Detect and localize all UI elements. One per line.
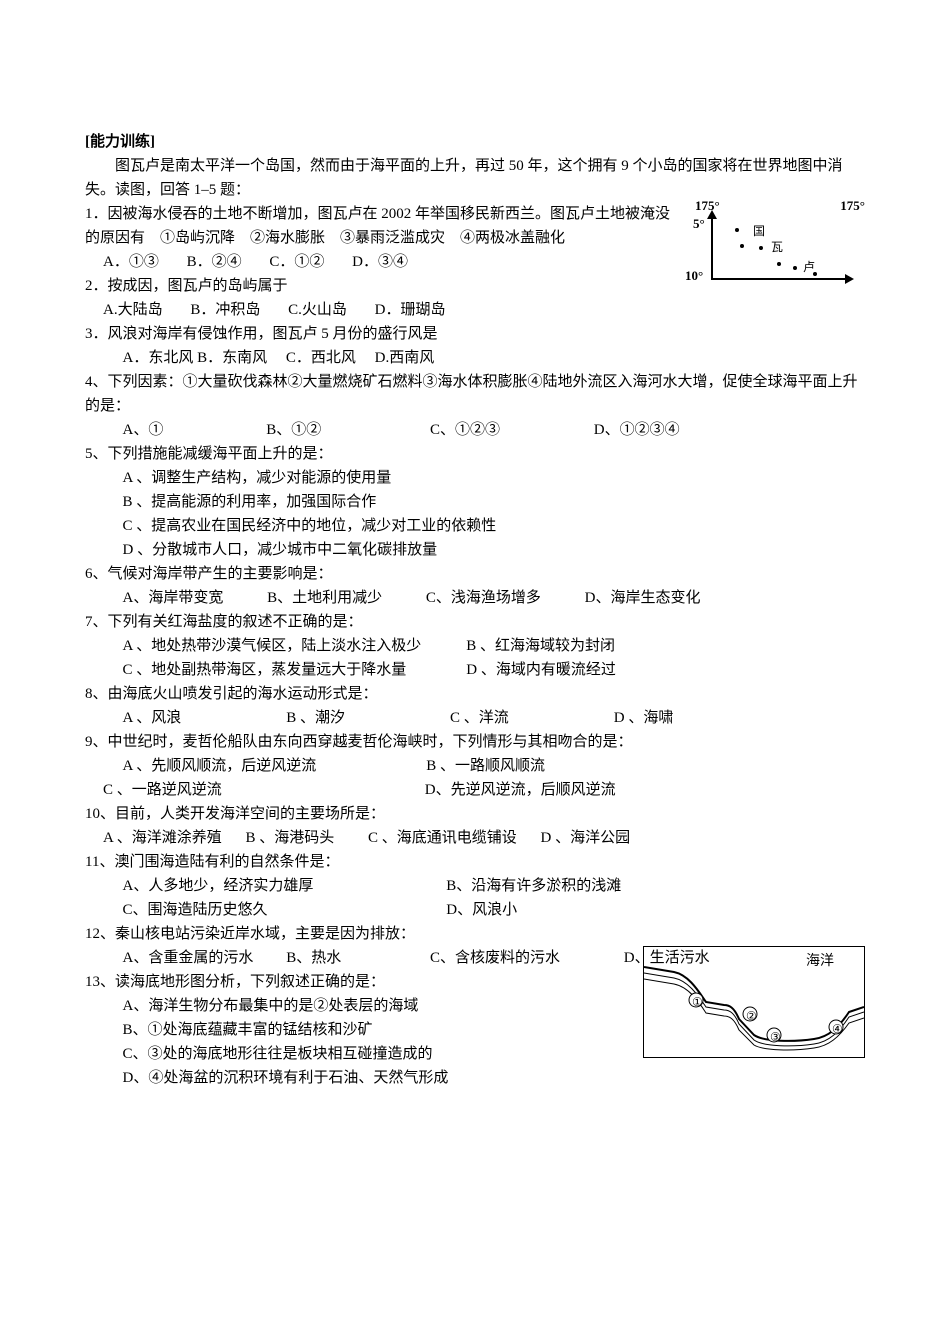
q6-opt-a: A、海岸带变宽 [123,586,224,610]
q5-opt-a: A 、调整生产结构，减少对能源的使用量 [85,466,865,490]
q8-stem: 8、由海底火山喷发引起的海水运动形式是： [85,682,865,706]
q3-opt-a: A．东北风 [123,350,194,366]
seabed-profile: 海洋 ① ② ③ ④ [643,946,865,1058]
seabed-n1: ① [692,993,703,1012]
q10-opt-b: B 、海港码头 [246,826,335,850]
map-axis-5: 5° [693,214,705,235]
q8-opt-a: A 、风浪 [123,706,283,730]
q2-options: A.大陆岛 B．冲积岛 C.火山岛 D．珊瑚岛 [85,298,865,322]
q3-opt-d: D.西南风 [375,350,435,366]
q9-opt-b: B 、一路顺风顺流 [426,758,545,774]
q8-options: A 、风浪 B 、潮汐 C 、洋流 D 、海啸 [85,706,865,730]
q10-options: A 、海洋滩涂养殖 B 、海港码头 C 、海底通讯电缆铺设 D 、海洋公园 [85,826,865,850]
q11-row1: A、人多地少，经济实力雄厚 B、沿海有许多淤积的浅滩 [85,874,865,898]
q11-row2: C、围海造陆历史悠久 D、风浪小 [85,898,865,922]
seabed-n2: ② [746,1007,757,1026]
q7-row2: C 、地处副热带海区，蒸发量远大于降水量 D 、海域内有暖流经过 [85,658,865,682]
intro-paragraph: 图瓦卢是南太平洋一个岛国，然而由于海平面的上升，再过 50 年，这个拥有 9 个… [85,154,865,202]
map-axis-vertical [711,218,713,278]
q10-stem: 10、目前，人类开发海洋空间的主要场所是： [85,802,865,826]
q10-opt-d: D 、海洋公园 [541,826,631,850]
map-dot [813,272,817,276]
q8-opt-d: D 、海啸 [614,706,674,730]
q4-stem: 4、下列因素：①大量砍伐森林②大量燃烧矿石燃料③海水体积膨胀④陆地外流区入海河水… [85,370,865,418]
q7-opt-b: B 、红海海域较为封闭 [466,638,615,654]
q3-options: A．东北风 B．东南风 C．西北风 D.西南风 [85,346,865,370]
q2-opt-a: A.大陆岛 [103,298,163,322]
map-dot [793,266,797,270]
q7-stem: 7、下列有关红海盐度的叙述不正确的是： [85,610,865,634]
map-dot [777,262,781,266]
q2-opt-c: C.火山岛 [288,298,347,322]
q9-opt-c: C 、一路逆风逆流 [103,778,421,802]
q3-stem: 3．风浪对海岸有侵蚀作用，图瓦卢 5 月份的盛行风是 [85,322,865,346]
q5-opt-b: B 、提高能源的利用率，加强国际合作 [85,490,865,514]
q3-opt-b: B．东南风 [197,350,267,366]
q11-opt-b: B、沿海有许多淤积的浅滩 [446,878,621,894]
q4-options: A、① B、①② C、①②③ D、①②③④ [85,418,865,442]
q11-opt-a: A、人多地少，经济实力雄厚 [123,874,443,898]
q9-row2: C 、一路逆风逆流 D、先逆风逆流，后顺风逆流 [85,778,865,802]
q7-opt-c: C 、地处副热带海区，蒸发量远大于降水量 [123,658,463,682]
map-arrow-right [845,274,854,284]
map-axis-175-right: 175° [840,196,865,217]
q2-opt-b: B．冲积岛 [190,298,260,322]
q6-opt-c: C、浅海渔场增多 [426,586,541,610]
q9-opt-a: A 、先顺风顺流，后逆风逆流 [123,754,423,778]
q1-opt-b: B．②④ [187,250,242,274]
map-axis-10: 10° [685,266,703,287]
q12-opt-b: B、热水 [286,946,426,970]
q5-stem: 5、下列措施能减缓海平面上升的是： [85,442,865,466]
map-dot [740,244,744,248]
q11-opt-d: D、风浪小 [446,902,517,918]
q5-opt-d: D 、分散城市人口，减少城市中二氧化碳排放量 [85,538,865,562]
q13-opt-d: D、④处海盆的沉积环境有利于石油、天然气形成 [85,1066,865,1090]
seabed-svg [644,947,864,1057]
q7-opt-d: D 、海域内有暖流经过 [466,662,616,678]
q6-opt-d: D、海岸生态变化 [585,586,701,610]
q7-opt-a: A 、地处热带沙漠气候区，陆上淡水注入极少 [123,634,463,658]
q12-opt-a: A、含重金属的污水 [123,946,283,970]
q6-opt-b: B、土地利用减少 [267,586,382,610]
q1-opt-d: D．③④ [352,250,408,274]
q9-row1: A 、先顺风顺流，后逆风逆流 B 、一路顺风顺流 [85,754,865,778]
q8-opt-c: C 、洋流 [450,706,610,730]
q8-opt-b: B 、潮汐 [286,706,446,730]
q6-stem: 6、气候对海岸带产生的主要影响是： [85,562,865,586]
q3-opt-c: C．西北风 [286,350,356,366]
q6-options: A、海岸带变宽 B、土地利用减少 C、浅海渔场增多 D、海岸生态变化 [85,586,865,610]
q1-opt-a: A．①③ [103,250,159,274]
q11-opt-c: C、围海造陆历史悠久 [123,898,443,922]
q10-opt-c: C 、海底通讯电缆铺设 [368,826,517,850]
q9-stem: 9、中世纪时，麦哲伦船队由东向西穿越麦哲伦海峡时，下列情形与其相吻合的是： [85,730,865,754]
q7-row1: A 、地处热带沙漠气候区，陆上淡水注入极少 B 、红海海域较为封闭 [85,634,865,658]
q11-stem: 11、澳门围海造陆有利的自然条件是： [85,850,865,874]
section-header: [能力训练] [85,130,865,154]
q4-opt-a: A、① [123,418,263,442]
q4-opt-b: B、①② [266,418,426,442]
q4-opt-d: D、①②③④ [594,418,680,442]
map-tuvalu: 175° 175° 5° 10° 国 瓦 卢 [685,196,865,296]
map-label-wa: 瓦 [771,238,783,257]
q5-opt-c: C 、提高农业在国民经济中的地位，减少对工业的依赖性 [85,514,865,538]
q2-opt-d: D．珊瑚岛 [375,298,446,322]
q1-opt-c: C．①② [269,250,324,274]
map-label-guo: 国 [753,222,765,241]
q9-opt-d: D、先逆风逆流，后顺风逆流 [425,782,616,798]
seabed-n3: ③ [770,1028,781,1047]
q4-opt-c: C、①②③ [430,418,590,442]
map-dot [735,228,739,232]
q12-stem: 12、秦山核电站污染近岸水域，主要是因为排放： [85,922,865,946]
q10-opt-a: A 、海洋滩涂养殖 [103,826,222,850]
map-axis-horizontal [711,278,846,280]
q12-opt-c: C、含核废料的污水 [430,946,620,970]
map-dot [759,246,763,250]
seabed-n4: ④ [832,1020,843,1039]
